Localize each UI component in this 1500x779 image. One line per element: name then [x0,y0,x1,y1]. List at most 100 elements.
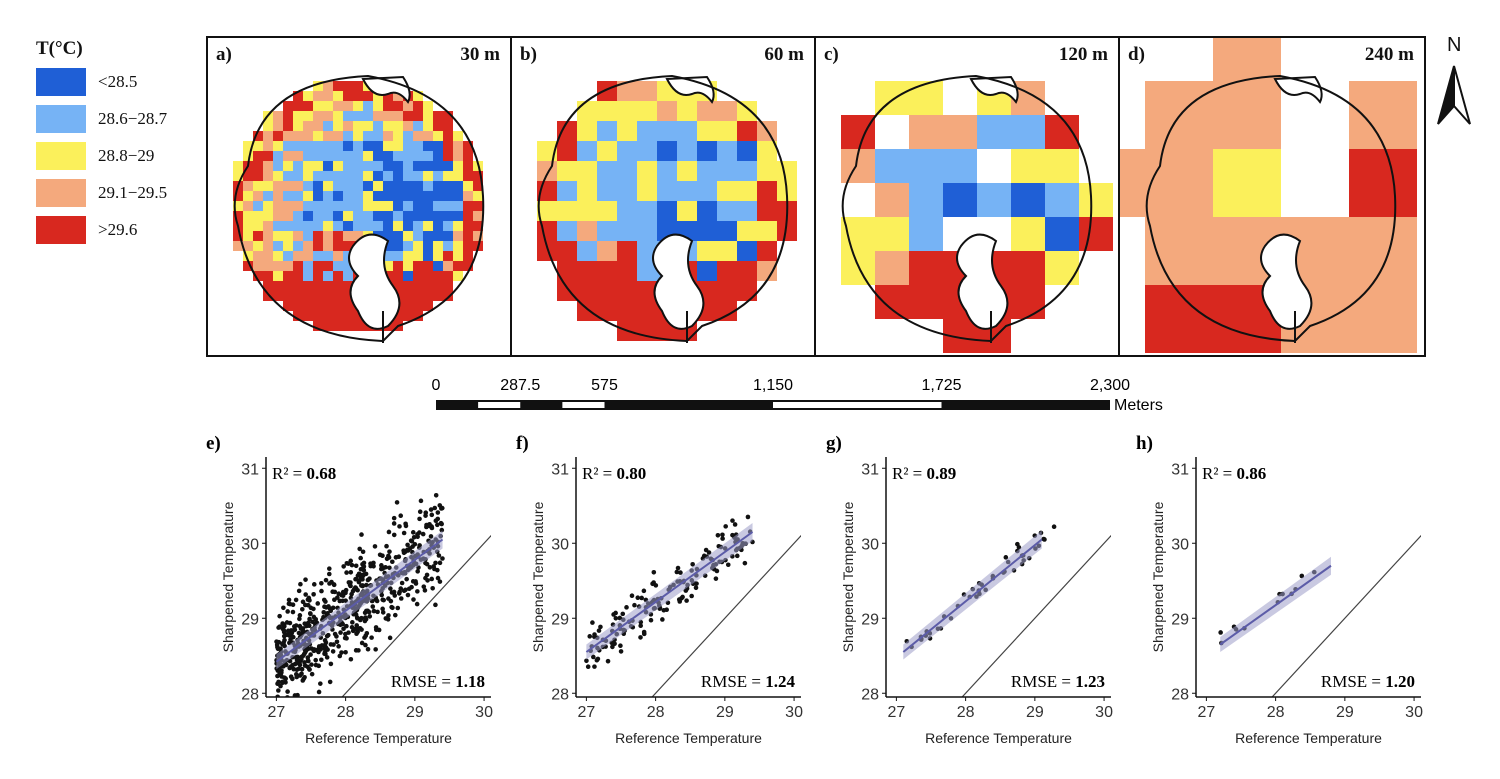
data-point [437,579,443,584]
map-cell [323,181,333,191]
map-grid-60m [537,74,797,343]
data-point [306,658,311,664]
data-point [406,586,412,592]
map-cell [373,151,383,161]
data-point [313,662,319,668]
data-point [299,671,304,677]
scale-tick-label: 1,725 [921,377,961,394]
data-point [439,505,445,511]
map-cell [637,101,657,121]
map-cell [373,191,383,201]
data-point [676,597,682,602]
map-cell [433,261,443,271]
data-point [596,628,602,633]
data-point [308,652,313,657]
data-point [276,688,281,693]
map-cell [453,201,463,211]
map-cell [343,271,353,281]
data-point [423,510,429,516]
map-cell [253,261,263,271]
data-point [417,516,422,522]
map-cell [293,291,303,301]
map-cell [393,91,403,101]
map-cell [841,115,875,149]
map-cell [383,131,393,141]
y-axis-label: Sharpened Temperature [530,501,546,652]
map-cell [333,221,343,231]
data-point [280,621,285,626]
data-point [303,577,308,582]
data-point [745,514,751,520]
map-cell [333,131,343,141]
map-cell [273,191,283,201]
map-cell [283,131,293,141]
map-cell [537,201,557,221]
panel-letter: a) [216,44,232,65]
x-tick-label: 29 [1336,704,1354,721]
r2-annotation: R² = 0.89 [892,464,956,483]
scale-tick-label: 287.5 [500,377,540,394]
map-cell [263,271,273,281]
map-cell [343,281,353,291]
map-cell [443,251,453,261]
map-cell [393,161,403,171]
map-cell [243,241,253,251]
map-cell [597,81,617,101]
map-cell [273,241,283,251]
data-point [302,660,307,665]
map-cell [453,241,463,251]
data-point [276,679,281,685]
map-cell [433,151,443,161]
data-point [605,658,611,664]
map-cell [443,131,453,141]
map-cell [737,241,757,261]
data-point [341,564,346,569]
map-cell [1349,149,1417,217]
data-point [319,657,324,663]
map-cell [423,261,433,271]
map-cell [433,201,443,211]
data-point [302,674,307,680]
map-cell [1213,81,1281,149]
rmse-value: 1.20 [1385,672,1415,691]
map-cell [293,191,303,201]
map-cell [313,81,323,91]
data-point [389,604,394,610]
r2-label: R² = [892,464,927,483]
legend-swatch [36,216,86,244]
map-cell [303,191,313,201]
panel-resolution: 30 m [460,44,500,65]
map-cell [577,141,597,161]
data-point [378,566,384,572]
data-point [440,556,445,561]
map-cell [423,211,433,221]
map-cell [453,161,463,171]
map-cell [343,141,353,151]
data-point [393,555,399,560]
map-cell [283,301,293,311]
data-point [694,581,699,586]
data-point [336,644,341,649]
map-cell [757,201,777,221]
data-point [288,674,294,679]
map-cell [343,81,353,91]
map-cell [333,211,343,221]
map-cell [283,261,293,271]
data-point [316,644,322,649]
map-cell [253,221,263,231]
data-point [422,588,428,593]
rmse-label: RMSE = [1321,672,1385,691]
map-cell [323,111,333,121]
map-cell [363,111,373,121]
map-cell [323,241,333,251]
r2-label: R² = [1202,464,1237,483]
map-cell [403,251,413,261]
map-cell [433,211,443,221]
data-point [392,593,398,598]
map-cell [313,131,323,141]
legend-swatch [36,179,86,207]
data-point [350,620,355,625]
map-cell [263,261,273,271]
map-cell [283,231,293,241]
map-cell [737,101,757,121]
